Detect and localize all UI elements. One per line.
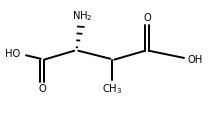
Text: HO: HO	[5, 49, 20, 59]
Text: OH: OH	[187, 55, 203, 65]
Text: NH$_2$: NH$_2$	[72, 9, 92, 23]
Text: O: O	[38, 84, 46, 94]
Text: CH$_3$: CH$_3$	[102, 82, 123, 96]
Text: O: O	[143, 13, 151, 23]
